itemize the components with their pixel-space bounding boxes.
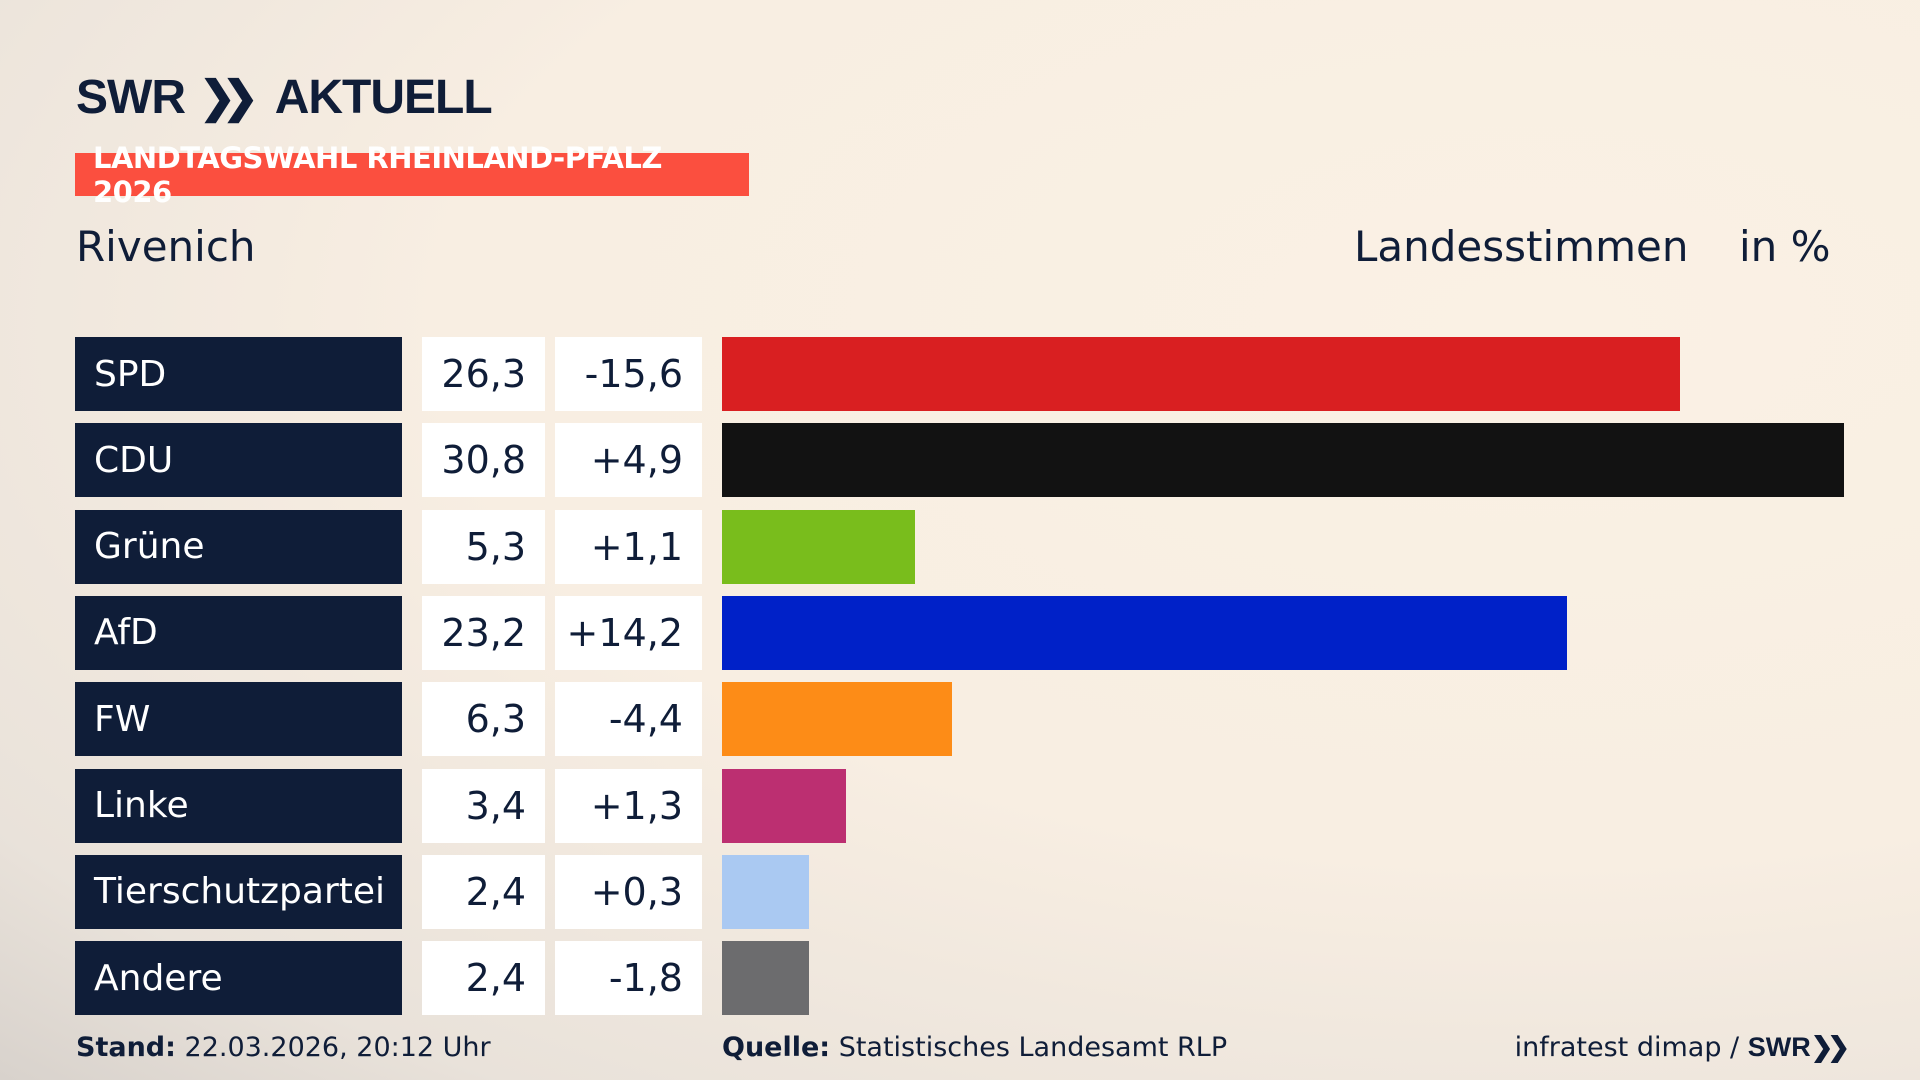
result-row: Linke 3,4 +1,3	[0, 768, 1920, 843]
diff-label: +14,2	[555, 595, 702, 670]
stand-value: 22.03.2026, 20:12 Uhr	[184, 1032, 491, 1063]
result-row: SPD 26,3 -15,6	[0, 337, 1920, 411]
party-label: Andere	[75, 941, 402, 1016]
location-title: Rivenich	[76, 222, 256, 271]
value-label: 5,3	[422, 509, 545, 584]
diff-label: +1,1	[555, 509, 702, 584]
measure-label: Landesstimmen	[1354, 222, 1689, 271]
bar	[722, 595, 1568, 670]
chevron-icon: ❯❯	[1810, 1032, 1850, 1062]
chevron-icon: ❯❯	[198, 73, 259, 122]
result-row: Tierschutzpartei 2,4 +0,3	[0, 854, 1920, 929]
party-label: SPD	[75, 337, 402, 411]
bar	[722, 509, 916, 584]
result-row: Andere 2,4 -1,8	[0, 941, 1920, 1016]
value-label: 2,4	[422, 854, 545, 929]
value-label: 6,3	[422, 682, 545, 757]
diff-label: +4,9	[555, 423, 702, 498]
diff-label: +1,3	[555, 768, 702, 843]
credit: infratest dimap / SWR❯❯	[1514, 1032, 1850, 1063]
timestamp: Stand: 22.03.2026, 20:12 Uhr	[76, 1032, 491, 1063]
bar	[722, 854, 810, 929]
bar	[722, 337, 1681, 411]
result-row: Grüne 5,3 +1,1	[0, 509, 1920, 584]
swr-aktuell-logo: SWR ❯❯ AKTUELL	[76, 70, 493, 125]
party-label: AfD	[75, 595, 402, 670]
party-label: CDU	[75, 423, 402, 498]
party-label: Grüne	[75, 509, 402, 584]
value-label: 23,2	[422, 595, 545, 670]
result-row: CDU 30,8 +4,9	[0, 423, 1920, 498]
diff-label: +0,3	[555, 854, 702, 929]
logo-swr: SWR	[76, 71, 186, 124]
diff-label: -15,6	[555, 337, 702, 411]
party-label: Linke	[75, 768, 402, 843]
value-label: 26,3	[422, 337, 545, 411]
stand-label: Stand:	[76, 1032, 176, 1063]
logo-aktuell: AKTUELL	[274, 71, 493, 124]
diff-label: -4,4	[555, 682, 702, 757]
value-label: 2,4	[422, 941, 545, 1016]
credit-text: infratest dimap /	[1514, 1032, 1740, 1063]
bar	[722, 941, 810, 1016]
diff-label: -1,8	[555, 941, 702, 1016]
credit-swr-logo: SWR	[1747, 1032, 1811, 1062]
bar	[722, 423, 1844, 498]
result-row: FW 6,3 -4,4	[0, 682, 1920, 757]
source-value: Statistisches Landesamt RLP	[838, 1032, 1228, 1063]
result-row: AfD 23,2 +14,2	[0, 595, 1920, 670]
party-label: Tierschutzpartei	[75, 854, 402, 929]
party-label: FW	[75, 682, 402, 757]
source-label: Quelle:	[722, 1032, 831, 1063]
value-label: 30,8	[422, 423, 545, 498]
election-banner: LANDTAGSWAHL RHEINLAND-PFALZ 2026	[75, 141, 749, 209]
bar	[722, 768, 846, 843]
unit-label: in %	[1739, 222, 1831, 271]
value-label: 3,4	[422, 768, 545, 843]
bar	[722, 682, 952, 757]
source: Quelle: Statistisches Landesamt RLP	[722, 1032, 1227, 1063]
